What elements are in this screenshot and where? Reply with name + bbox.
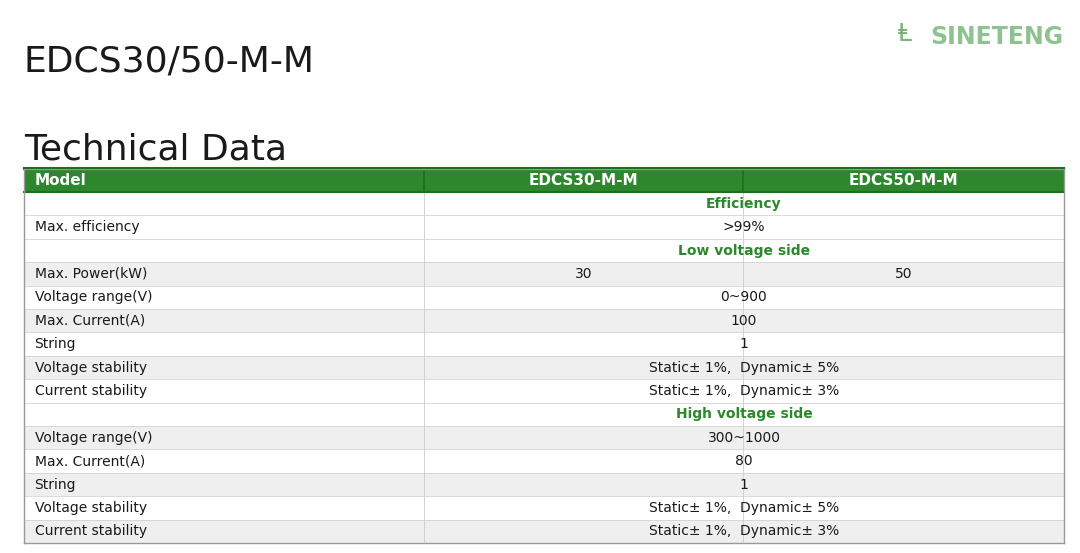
Text: 50: 50 bbox=[895, 267, 913, 281]
Text: Static± 1%,  Dynamic± 3%: Static± 1%, Dynamic± 3% bbox=[649, 384, 839, 398]
Text: Current stability: Current stability bbox=[35, 384, 147, 398]
Text: 30: 30 bbox=[575, 267, 593, 281]
Text: Model: Model bbox=[35, 173, 86, 188]
Text: Max. Current(A): Max. Current(A) bbox=[35, 314, 145, 328]
Text: Low voltage side: Low voltage side bbox=[678, 243, 810, 258]
Text: Current stability: Current stability bbox=[35, 524, 147, 539]
Text: Voltage range(V): Voltage range(V) bbox=[35, 431, 152, 445]
Text: Technical Data: Technical Data bbox=[24, 133, 287, 166]
Text: Ⱡ: Ⱡ bbox=[897, 22, 912, 46]
Text: Static± 1%,  Dynamic± 5%: Static± 1%, Dynamic± 5% bbox=[649, 361, 839, 374]
Text: Voltage range(V): Voltage range(V) bbox=[35, 290, 152, 304]
Text: Voltage stability: Voltage stability bbox=[35, 361, 147, 374]
Text: >99%: >99% bbox=[723, 220, 766, 234]
Text: EDCS30/50-M-M: EDCS30/50-M-M bbox=[24, 44, 314, 78]
Text: 1: 1 bbox=[740, 337, 748, 351]
Text: 100: 100 bbox=[731, 314, 757, 328]
Text: EDCS30-M-M: EDCS30-M-M bbox=[529, 173, 638, 188]
Text: Max. Power(kW): Max. Power(kW) bbox=[35, 267, 147, 281]
Text: SINETENG: SINETENG bbox=[931, 25, 1064, 49]
Text: Efficiency: Efficiency bbox=[706, 197, 782, 211]
Text: Max. Current(A): Max. Current(A) bbox=[35, 454, 145, 468]
Text: High voltage side: High voltage side bbox=[676, 408, 812, 421]
Text: Voltage stability: Voltage stability bbox=[35, 501, 147, 515]
Text: 300~1000: 300~1000 bbox=[707, 431, 781, 445]
Text: 80: 80 bbox=[735, 454, 753, 468]
Text: Static± 1%,  Dynamic± 3%: Static± 1%, Dynamic± 3% bbox=[649, 524, 839, 539]
Text: String: String bbox=[35, 337, 76, 351]
Text: 0~900: 0~900 bbox=[720, 290, 768, 304]
Text: Static± 1%,  Dynamic± 5%: Static± 1%, Dynamic± 5% bbox=[649, 501, 839, 515]
Text: Max. efficiency: Max. efficiency bbox=[35, 220, 139, 234]
Text: String: String bbox=[35, 478, 76, 492]
Text: EDCS50-M-M: EDCS50-M-M bbox=[849, 173, 958, 188]
Text: 1: 1 bbox=[740, 478, 748, 492]
